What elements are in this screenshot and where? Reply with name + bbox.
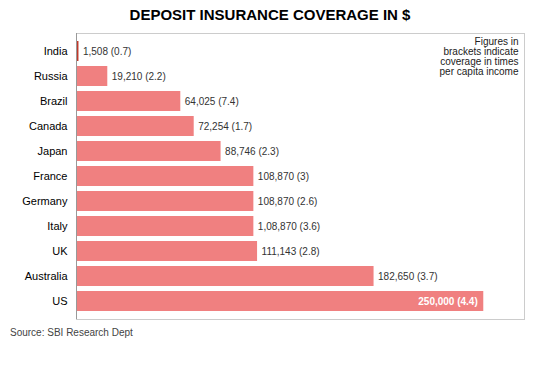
svg-text:Figures inbrackets indicatecov: Figures inbrackets indicatecoverage in t… (440, 36, 519, 77)
svg-text:19,210 (2.2): 19,210 (2.2) (112, 71, 166, 82)
svg-text:108,870 (2.6): 108,870 (2.6) (258, 196, 318, 207)
svg-text:UK: UK (52, 245, 68, 257)
svg-text:Australia: Australia (25, 270, 69, 282)
svg-text:88,746 (2.3): 88,746 (2.3) (225, 146, 279, 157)
svg-text:108,870 (3): 108,870 (3) (258, 171, 309, 182)
html-text:Source: SBI Research Dept: Source: SBI Research Dept (10, 327, 133, 338)
svg-text:Russia: Russia (34, 70, 69, 82)
svg-text:France: France (33, 170, 67, 182)
svg-text:Germany: Germany (22, 195, 68, 207)
svg-text:Japan: Japan (38, 145, 68, 157)
svg-text:111,143 (2.8): 111,143 (2.8) (262, 246, 320, 257)
svg-text:Canada: Canada (29, 120, 68, 132)
svg-text:India: India (44, 45, 69, 57)
svg-text:182,650 (3.7): 182,650 (3.7) (378, 271, 438, 282)
svg-text:1,508 (0.7): 1,508 (0.7) (83, 46, 131, 57)
svg-text:US: US (52, 295, 67, 307)
svg-text:72,254 (1.7): 72,254 (1.7) (198, 121, 252, 132)
html-text:DEPOSIT INSURANCE COVERAGE IN: DEPOSIT INSURANCE COVERAGE IN $ (129, 6, 411, 23)
svg-text:1,08,870 (3.6): 1,08,870 (3.6) (258, 221, 320, 232)
svg-text:Brazil: Brazil (40, 95, 68, 107)
svg-text:250,000 (4.4): 250,000 (4.4) (418, 296, 478, 307)
svg-text:64,025 (7.4): 64,025 (7.4) (185, 96, 239, 107)
svg-text:Italy: Italy (47, 220, 68, 232)
